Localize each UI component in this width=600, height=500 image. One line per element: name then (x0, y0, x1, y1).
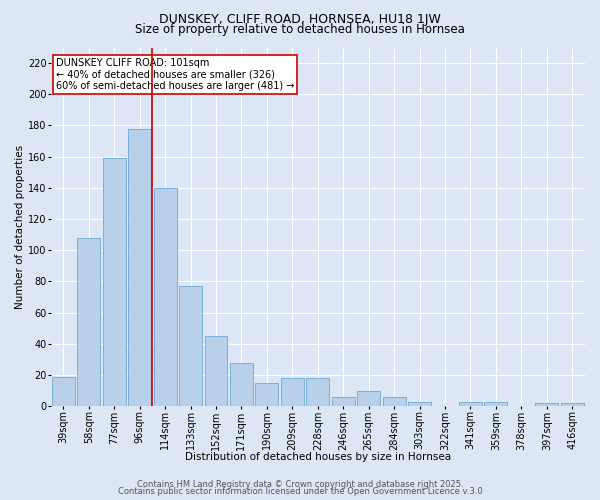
Bar (357, 390, 380, 406)
Bar (103, 158, 125, 406)
Y-axis label: Number of detached properties: Number of detached properties (15, 145, 25, 309)
Bar (256, 383, 278, 406)
X-axis label: Distribution of detached houses by size in Hornsea: Distribution of detached houses by size … (185, 452, 451, 462)
Bar (154, 188, 176, 406)
Text: Contains public sector information licensed under the Open Government Licence v.: Contains public sector information licen… (118, 487, 482, 496)
Text: Size of property relative to detached houses in Hornsea: Size of property relative to detached ho… (135, 22, 465, 36)
Bar (307, 378, 329, 406)
Bar (332, 397, 355, 406)
Text: DUNSKEY, CLIFF ROAD, HORNSEA, HU18 1JW: DUNSKEY, CLIFF ROAD, HORNSEA, HU18 1JW (159, 12, 441, 26)
Bar (383, 397, 406, 406)
Text: DUNSKEY CLIFF ROAD: 101sqm
← 40% of detached houses are smaller (326)
60% of sem: DUNSKEY CLIFF ROAD: 101sqm ← 40% of deta… (56, 58, 294, 92)
Text: Contains HM Land Registry data © Crown copyright and database right 2025.: Contains HM Land Registry data © Crown c… (137, 480, 463, 489)
Bar (408, 402, 431, 406)
Bar (561, 403, 584, 406)
Bar (77, 238, 100, 406)
Bar (535, 403, 558, 406)
Bar (179, 286, 202, 406)
Bar (230, 362, 253, 406)
Bar (52, 376, 75, 406)
Bar (459, 402, 482, 406)
Bar (128, 128, 151, 406)
Bar (205, 336, 227, 406)
Bar (484, 402, 508, 406)
Bar (281, 378, 304, 406)
